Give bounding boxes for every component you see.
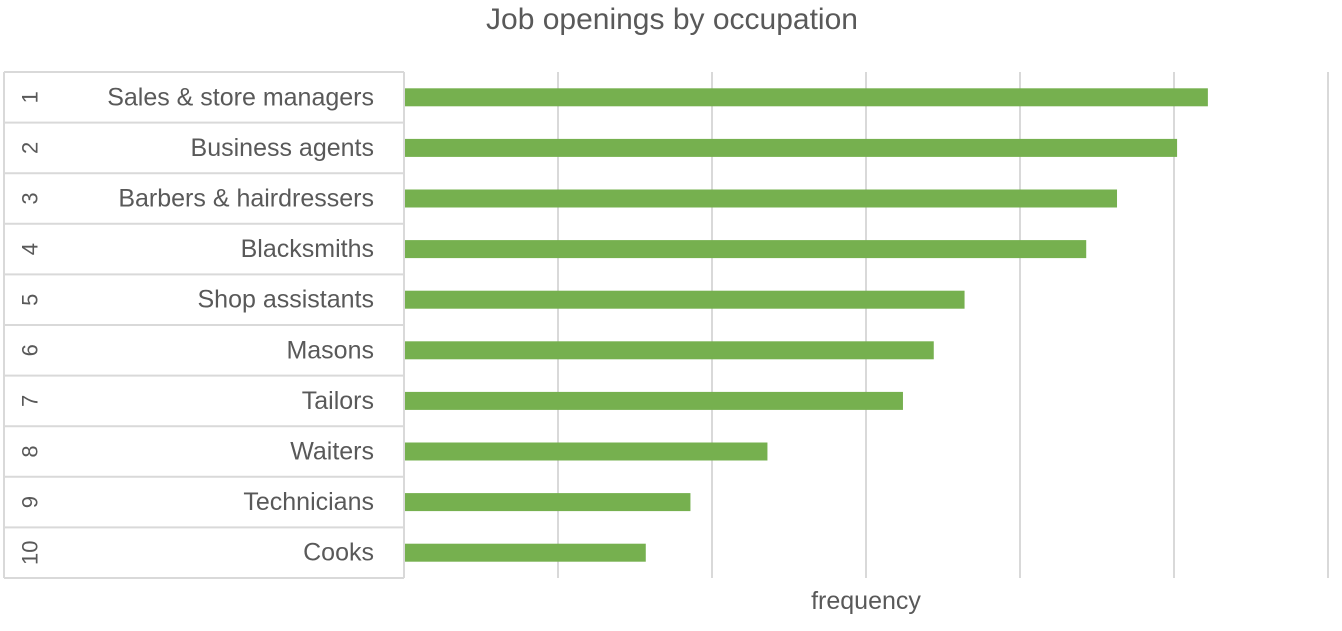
bar <box>405 138 1178 157</box>
rank-label: 6 <box>18 344 43 356</box>
bar <box>405 391 903 410</box>
bar <box>405 341 934 360</box>
rank-label: 7 <box>18 395 43 407</box>
bar <box>405 88 1208 107</box>
category-label: Tailors <box>302 387 374 415</box>
rank-label: 3 <box>18 192 43 204</box>
category-label: Barbers & hairdressers <box>118 185 374 213</box>
rank-label: 1 <box>18 91 43 103</box>
chart-title: Job openings by occupation <box>486 3 858 36</box>
category-label: Sales & store managers <box>107 83 374 111</box>
bar <box>405 442 768 461</box>
bar <box>405 493 691 512</box>
bars <box>405 88 1208 562</box>
category-label: Cooks <box>303 539 374 567</box>
bar <box>405 543 646 562</box>
rank-label: 5 <box>18 294 43 306</box>
bar <box>405 290 965 309</box>
rank-label: 9 <box>18 496 43 508</box>
bar <box>405 240 1087 259</box>
category-label: Blacksmiths <box>241 235 374 263</box>
bar <box>405 189 1118 208</box>
category-label: Masons <box>286 336 374 364</box>
category-table: 1 Sales & store managers 2 Business agents 3… <box>3 71 405 579</box>
category-label: Business agents <box>191 134 374 162</box>
x-axis-title: frequency <box>811 587 921 615</box>
category-label: Technicians <box>243 488 374 516</box>
rank-label: 4 <box>18 243 43 255</box>
rank-label: 10 <box>18 540 43 564</box>
category-label: Shop assistants <box>198 286 375 314</box>
rank-label: 8 <box>18 445 43 457</box>
rank-label: 2 <box>18 142 43 154</box>
category-label: Waiters <box>290 438 374 466</box>
